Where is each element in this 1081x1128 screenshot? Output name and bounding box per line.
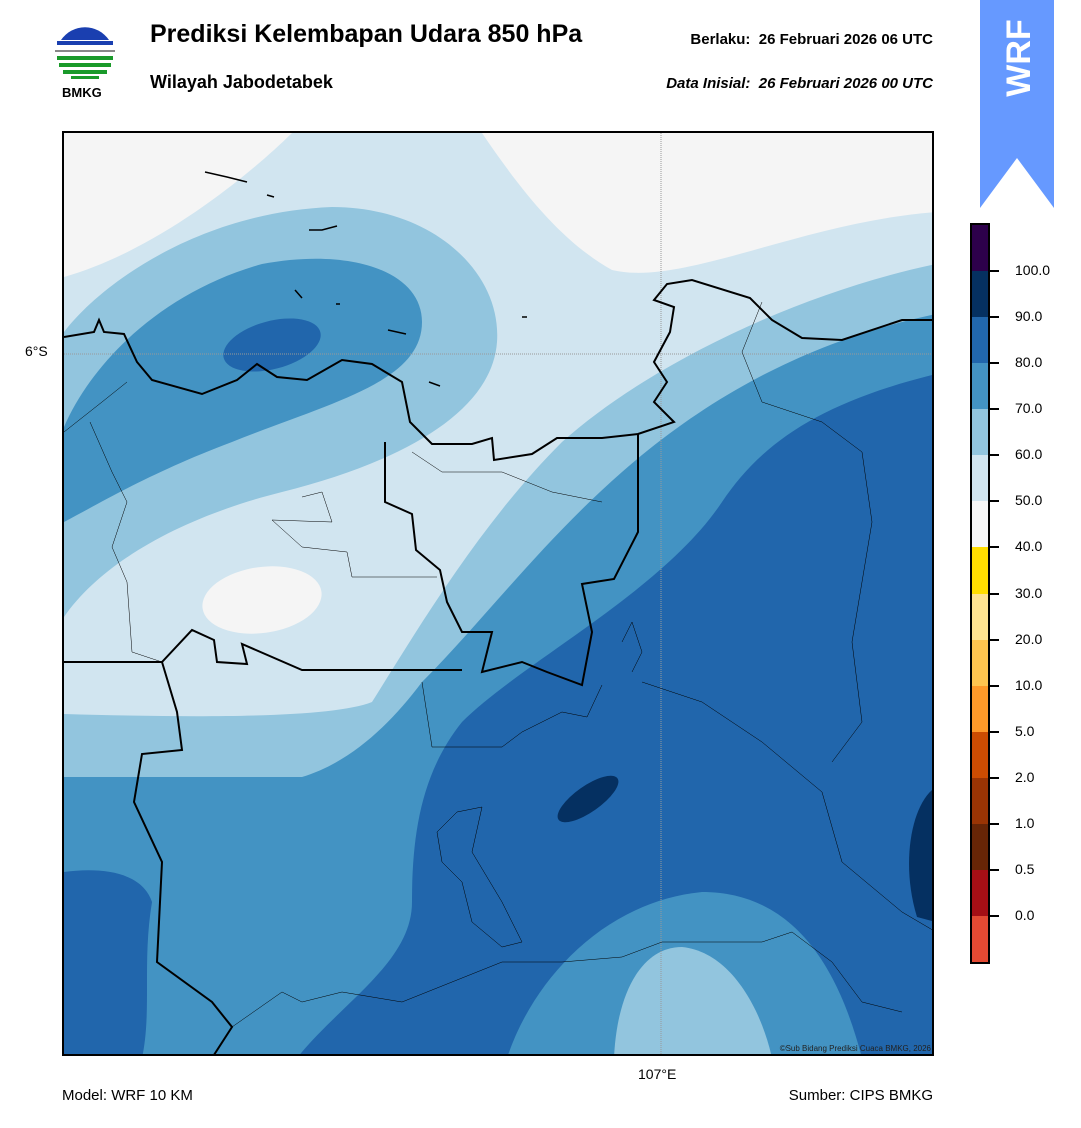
colorbar-segment	[972, 271, 988, 318]
colorbar-tick	[990, 684, 999, 687]
initial-time: Data Inisial: 26 Februari 2026 00 UTC	[666, 75, 933, 92]
colorbar-label: 50.0	[1015, 492, 1043, 509]
colorbar-segment	[972, 731, 988, 778]
colorbar-segment	[972, 777, 988, 824]
map-credit: ©Sub Bidang Prediksi Cuaca BMKG, 2026	[779, 1044, 931, 1053]
wrf-badge: WRF	[980, 0, 1054, 208]
colorbar-label: 2.0	[1015, 768, 1035, 785]
colorbar-label: 0.5	[1015, 860, 1035, 877]
colorbar-segment	[972, 225, 988, 272]
colorbar-tick	[990, 776, 999, 779]
colorbar-label: 80.0	[1015, 354, 1043, 371]
colorbar-tick	[990, 316, 999, 319]
contour-layer	[64, 133, 932, 1054]
colorbar-segment	[972, 639, 988, 686]
longitude-label: 107°E	[638, 1066, 677, 1082]
colorbar-label: 70.0	[1015, 400, 1043, 417]
model-label: Model: WRF 10 KM	[62, 1087, 193, 1104]
colorbar-label: 40.0	[1015, 538, 1043, 555]
colorbar-label: 60.0	[1015, 446, 1043, 463]
colorbar-label: 90.0	[1015, 308, 1043, 325]
colorbar-tick	[990, 730, 999, 733]
colorbar-segment	[972, 869, 988, 916]
colorbar-tick	[990, 868, 999, 871]
colorbar-label: 100.0	[1015, 262, 1051, 279]
colorbar	[970, 223, 990, 964]
colorbar-label: 30.0	[1015, 584, 1043, 601]
colorbar-label: 0.0	[1015, 906, 1035, 923]
colorbar-label: 20.0	[1015, 630, 1043, 647]
colorbar-tick	[990, 270, 999, 273]
page-title: Prediksi Kelembapan Udara 850 hPa	[150, 20, 583, 48]
colorbar-tick	[990, 454, 999, 457]
source-label: Sumber: CIPS BMKG	[788, 1087, 933, 1104]
colorbar-segment	[972, 547, 988, 594]
colorbar-segment	[972, 823, 988, 870]
colorbar-segment	[972, 685, 988, 732]
colorbar-tick	[990, 914, 999, 917]
wrf-badge-text: WRF	[1000, 19, 1038, 96]
colorbar-segment	[972, 455, 988, 502]
colorbar-tick	[990, 822, 999, 825]
humidity-map	[62, 131, 934, 1056]
latitude-label: 6°S	[25, 343, 48, 359]
valid-time: Berlaku: 26 Februari 2026 06 UTC	[690, 31, 933, 48]
colorbar-segment	[972, 593, 988, 640]
colorbar-segment	[972, 363, 988, 410]
band-70-80-north	[64, 258, 422, 522]
colorbar-label: 5.0	[1015, 722, 1035, 739]
colorbar-tick	[990, 592, 999, 595]
colorbar-segment	[972, 501, 988, 548]
colorbar-tick	[990, 408, 999, 411]
colorbar-tick	[990, 638, 999, 641]
colorbar-label: 10.0	[1015, 676, 1043, 693]
colorbar-segment	[972, 317, 988, 364]
province-border	[384, 434, 639, 687]
colorbar-tick	[990, 546, 999, 549]
coastline	[64, 278, 932, 462]
colorbar-segment	[972, 409, 988, 456]
colorbar-label: 1.0	[1015, 814, 1035, 831]
colorbar-segment	[972, 915, 988, 962]
region-subtitle: Wilayah Jabodetabek	[150, 72, 333, 92]
band-80-90	[300, 375, 932, 1054]
logo-text: BMKG	[62, 85, 102, 100]
bmkg-logo	[55, 23, 115, 81]
colorbar-tick	[990, 500, 999, 503]
colorbar-tick	[990, 362, 999, 365]
